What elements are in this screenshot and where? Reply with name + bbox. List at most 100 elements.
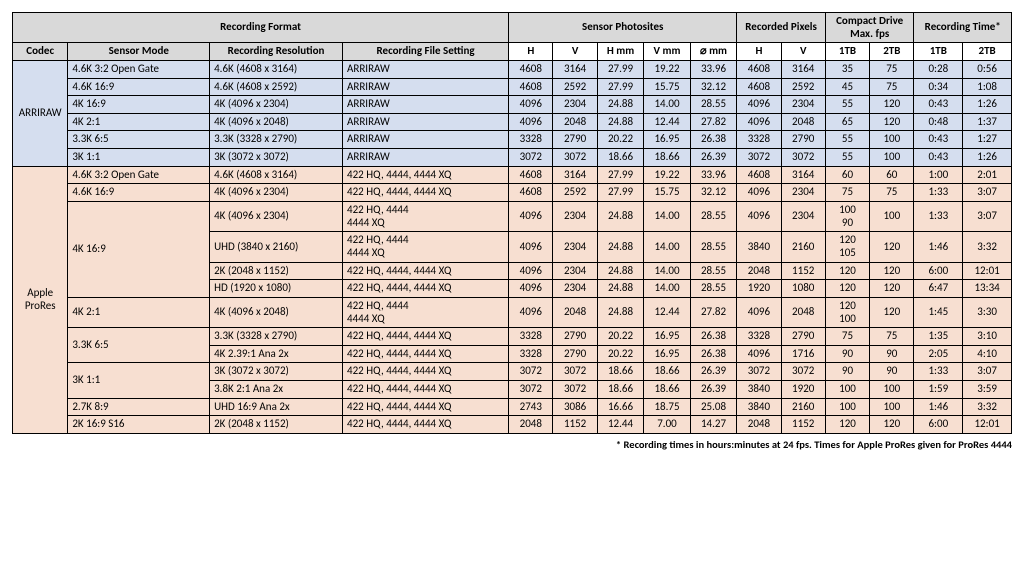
cell-rec-res: 3.3K (3328 x 2790) (210, 328, 343, 346)
cell-rec-res: 4K (4096 x 2304) (210, 202, 343, 232)
cell-vmm: 18.66 (644, 381, 691, 399)
hdr-codec: Codec (13, 43, 68, 61)
cell-t1: 6:00 (914, 416, 963, 434)
cell-d: 28.55 (690, 232, 737, 262)
hdr-rh: H (737, 43, 781, 61)
cell-rv: 2790 (781, 131, 825, 149)
cell-f1: 10090 (825, 202, 869, 232)
table-row: 2.7K 8:9UHD 16:9 Ana 2x422 HQ, 4444, 444… (13, 398, 1012, 416)
cell-f2: 90 (870, 345, 914, 363)
cell-rh: 4096 (737, 113, 781, 131)
cell-d: 28.55 (690, 262, 737, 280)
cell-t2: 1:37 (963, 113, 1012, 131)
cell-sh: 3328 (509, 328, 553, 346)
cell-rec-res: HD (1920 x 1080) (210, 280, 343, 298)
cell-hmm: 24.88 (597, 280, 644, 298)
cell-t2: 3:07 (963, 202, 1012, 232)
cell-rh: 4096 (737, 184, 781, 202)
cell-sv: 2048 (553, 297, 597, 327)
table-body: ARRIRAW4.6K 3:2 Open Gate4.6K (4608 x 31… (13, 60, 1012, 433)
cell-f1: 90 (825, 345, 869, 363)
hdr-hmm: H mm (597, 43, 644, 61)
cell-rv: 2592 (781, 78, 825, 96)
cell-sv: 2304 (553, 232, 597, 262)
cell-sh: 3328 (509, 131, 553, 149)
cell-sensor-mode: 4K 2:1 (68, 297, 210, 327)
cell-hmm: 20.22 (597, 345, 644, 363)
cell-hmm: 24.88 (597, 232, 644, 262)
cell-sv: 2790 (553, 131, 597, 149)
cell-rec-res: 2K (2048 x 1152) (210, 416, 343, 434)
cell-vmm: 15.75 (644, 184, 691, 202)
hdr-2tb-time: 2TB (963, 43, 1012, 61)
cell-hmm: 24.88 (597, 262, 644, 280)
cell-rv: 3164 (781, 166, 825, 184)
cell-sh: 3072 (509, 381, 553, 399)
hdr-sensor-photo: Sensor Photosites (509, 13, 737, 43)
cell-hmm: 18.66 (597, 381, 644, 399)
cell-d: 26.38 (690, 131, 737, 149)
cell-rh: 4608 (737, 78, 781, 96)
cell-d: 26.39 (690, 381, 737, 399)
cell-vmm: 16.95 (644, 345, 691, 363)
cell-t1: 1:33 (914, 363, 963, 381)
table-row: 3K 1:13K (3072 x 3072)422 HQ, 4444, 4444… (13, 363, 1012, 381)
cell-t2: 3:32 (963, 232, 1012, 262)
cell-vmm: 12.44 (644, 297, 691, 327)
cell-sensor-mode: 4K 16:9 (68, 202, 210, 298)
cell-sh: 4096 (509, 297, 553, 327)
cell-d: 26.38 (690, 328, 737, 346)
cell-rh: 3840 (737, 232, 781, 262)
cell-rv: 3072 (781, 149, 825, 167)
cell-rec-file: ARRIRAW (343, 131, 509, 149)
cell-hmm: 18.66 (597, 149, 644, 167)
cell-sv: 3072 (553, 149, 597, 167)
cell-hmm: 27.99 (597, 78, 644, 96)
cell-rh: 4608 (737, 60, 781, 78)
cell-sv: 3164 (553, 60, 597, 78)
cell-d: 26.39 (690, 149, 737, 167)
cell-vmm: 14.00 (644, 280, 691, 298)
cell-f2: 100 (870, 202, 914, 232)
cell-sv: 2592 (553, 78, 597, 96)
hdr-vmm: V mm (644, 43, 691, 61)
cell-f1: 45 (825, 78, 869, 96)
cell-d: 26.38 (690, 345, 737, 363)
cell-vmm: 15.75 (644, 78, 691, 96)
hdr-rv: V (781, 43, 825, 61)
cell-rv: 2304 (781, 184, 825, 202)
cell-sensor-mode: 4.6K 16:9 (68, 184, 210, 202)
cell-rh: 4096 (737, 345, 781, 363)
cell-vmm: 14.00 (644, 232, 691, 262)
cell-vmm: 7.00 (644, 416, 691, 434)
cell-vmm: 19.22 (644, 60, 691, 78)
cell-t2: 3:59 (963, 381, 1012, 399)
hdr-sv: V (553, 43, 597, 61)
cell-f1: 100 (825, 398, 869, 416)
hdr-1tb-time: 1TB (914, 43, 963, 61)
cell-f2: 75 (870, 184, 914, 202)
cell-vmm: 12.44 (644, 113, 691, 131)
cell-sensor-mode: 4K 2:1 (68, 113, 210, 131)
cell-f2: 100 (870, 398, 914, 416)
cell-f2: 60 (870, 166, 914, 184)
cell-rh: 2048 (737, 262, 781, 280)
cell-vmm: 18.75 (644, 398, 691, 416)
cell-sh: 4096 (509, 96, 553, 114)
cell-rv: 1152 (781, 262, 825, 280)
cell-t1: 1:35 (914, 328, 963, 346)
cell-hmm: 12.44 (597, 416, 644, 434)
cell-sv: 2304 (553, 202, 597, 232)
cell-rec-file: 422 HQ, 4444, 4444 XQ (343, 398, 509, 416)
cell-t2: 2:01 (963, 166, 1012, 184)
cell-t2: 1:26 (963, 149, 1012, 167)
cell-rh: 3328 (737, 131, 781, 149)
cell-vmm: 19.22 (644, 166, 691, 184)
cell-d: 28.55 (690, 96, 737, 114)
hdr-1tb-fps: 1TB (825, 43, 869, 61)
cell-rec-res: UHD 16:9 Ana 2x (210, 398, 343, 416)
cell-rec-file: ARRIRAW (343, 113, 509, 131)
cell-t2: 12:01 (963, 262, 1012, 280)
cell-rec-res: 3K (3072 x 3072) (210, 363, 343, 381)
cell-f1: 75 (825, 328, 869, 346)
